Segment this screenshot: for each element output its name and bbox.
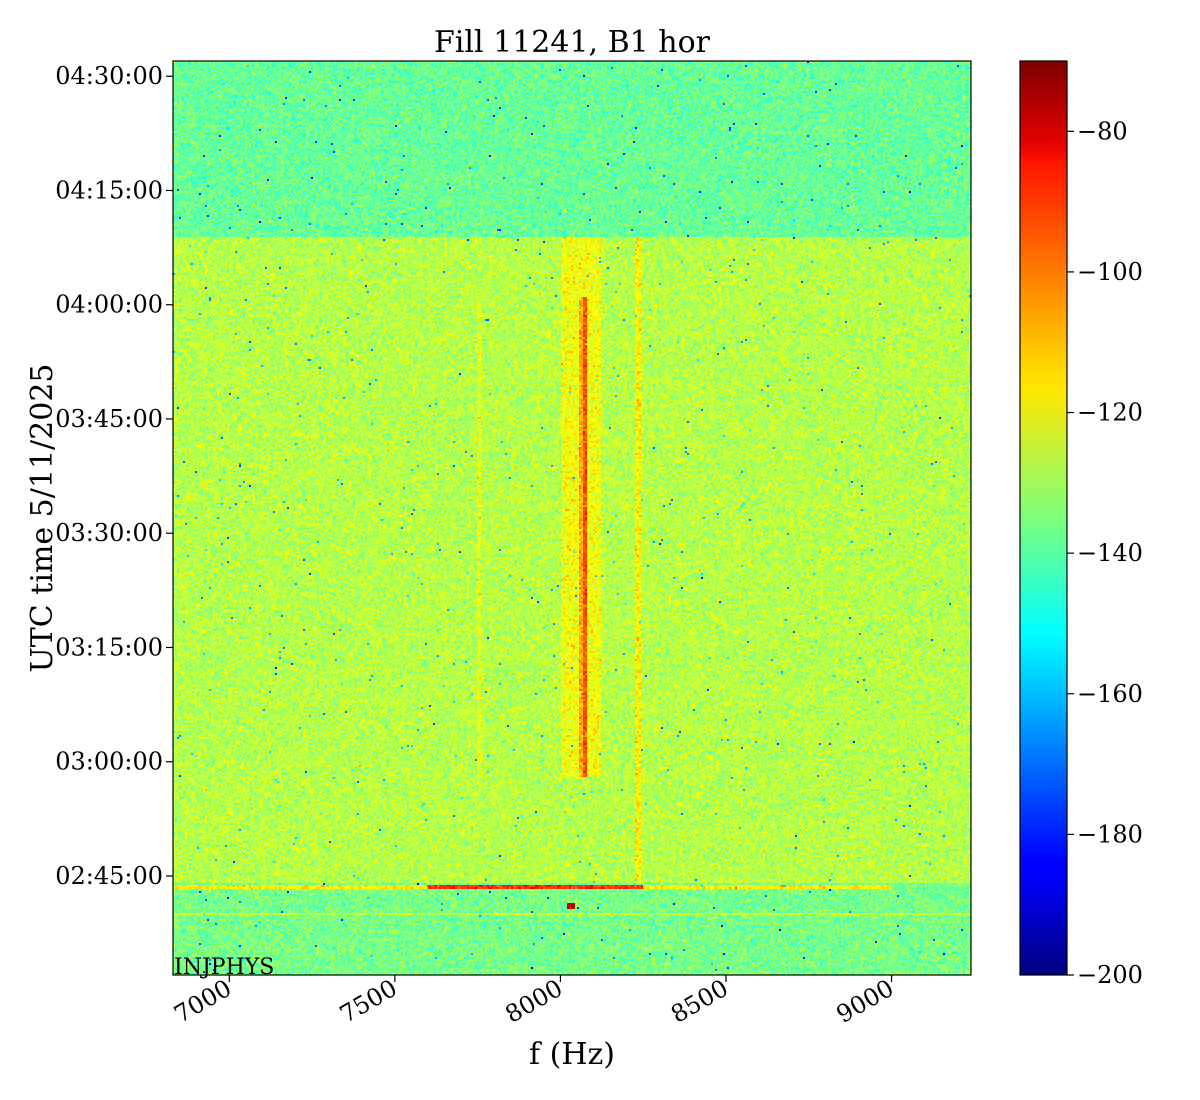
y-tick-label: 04:00:00: [55, 291, 163, 319]
y-tick-label: 02:45:00: [55, 862, 163, 890]
plot-frame: [172, 60, 972, 976]
x-tick-label: 9000: [832, 974, 899, 1029]
colorbar: [1019, 60, 1068, 976]
colorbar-tick-label: −180: [1077, 820, 1143, 848]
heatmap-image: [173, 61, 971, 975]
annotation-label: INJPHYS: [174, 955, 274, 980]
x-tick-label: 8500: [666, 974, 733, 1029]
y-tick-label: 04:15:00: [55, 176, 163, 204]
colorbar-tick-label: −140: [1077, 539, 1143, 567]
y-tick-label: 03:00:00: [55, 748, 163, 776]
chart-title: Fill 11241, B1 hor: [434, 25, 711, 60]
y-tick-label: 03:30:00: [55, 519, 163, 547]
x-tick-label: 7500: [335, 974, 402, 1029]
x-axis-title: f (Hz): [529, 1037, 615, 1072]
colorbar-tick-label: −80: [1077, 117, 1128, 145]
y-tick-label: 03:15:00: [55, 633, 163, 661]
plot-area: [173, 61, 971, 975]
x-tick-label: 8000: [501, 974, 568, 1029]
y-axis-title: UTC time 5/11/2025: [25, 364, 60, 673]
x-tick-label: 7000: [169, 974, 236, 1029]
colorbar-tick-label: −120: [1077, 399, 1143, 427]
y-axis: 02:45:00 03:00:00 03:15:00 03:30:00 03:45:00…: [55, 62, 173, 890]
x-axis: 7000 7500 8000 8500 9000: [169, 974, 898, 1029]
colorbar-tick-label: −100: [1077, 258, 1143, 286]
colorbar-axis: −80 −100 −120 −140 −160 −180 −200: [1067, 117, 1143, 989]
y-tick-label: 03:45:00: [55, 405, 163, 433]
colorbar-tick-label: −200: [1077, 961, 1143, 989]
y-tick-label: 04:30:00: [55, 62, 163, 90]
colorbar-tick-label: −160: [1077, 680, 1143, 708]
